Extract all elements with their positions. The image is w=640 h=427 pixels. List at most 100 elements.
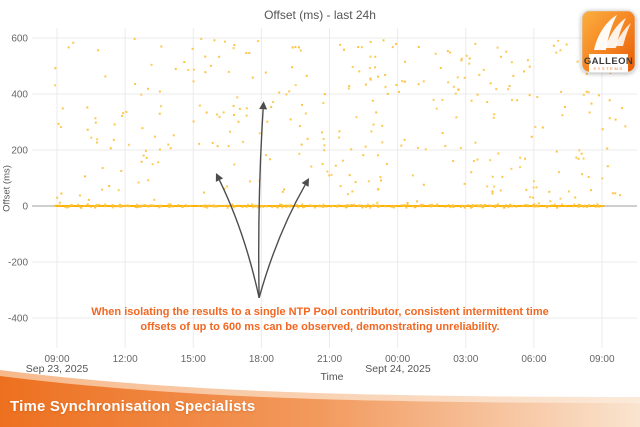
logo-sail-2 <box>605 18 626 48</box>
scatter-point <box>357 46 360 49</box>
zero-band-point <box>322 203 325 206</box>
scatter-point <box>236 96 239 99</box>
zero-band-point <box>278 203 281 206</box>
y-tick-label: 600 <box>11 34 28 45</box>
x-tick-label: 15:00 <box>181 354 206 365</box>
scatter-point <box>183 61 186 64</box>
scatter-point <box>153 198 156 201</box>
scatter-point <box>84 175 87 178</box>
scatter-point <box>326 170 329 173</box>
zero-band-point <box>537 205 540 208</box>
logo-sail-3 <box>615 23 631 46</box>
scatter-point <box>94 121 97 124</box>
scatter-point <box>614 192 617 195</box>
zero-band-point <box>596 204 599 207</box>
scatter-point <box>608 117 611 120</box>
zero-band-point <box>66 206 69 209</box>
scatter-point <box>444 144 447 147</box>
zero-band-point <box>330 205 333 208</box>
scatter-point <box>347 87 350 90</box>
scatter-point <box>305 74 308 77</box>
scatter-point <box>323 93 326 96</box>
scatter-point <box>474 42 477 45</box>
scatter-point <box>371 99 374 102</box>
scatter-point <box>376 201 379 204</box>
zero-band-point <box>251 203 254 206</box>
zero-band-point <box>140 204 143 207</box>
zero-band-point <box>111 206 114 209</box>
scatter-point <box>211 141 214 144</box>
y-tick-label: -200 <box>8 258 28 269</box>
scatter-point <box>400 144 403 147</box>
zero-band-point <box>360 204 363 207</box>
scatter-point <box>328 174 331 177</box>
scatter-point <box>401 80 404 83</box>
scatter-point <box>486 101 489 104</box>
scatter-point <box>580 152 583 155</box>
zero-band-point <box>223 204 226 207</box>
arrow-line <box>218 179 260 298</box>
zero-band-point <box>346 204 349 207</box>
zero-band-point <box>500 205 503 208</box>
zero-band-point <box>363 204 366 207</box>
zero-band-point <box>553 203 556 206</box>
scatter-point <box>87 198 90 201</box>
scatter-point <box>358 70 361 73</box>
zero-band-point <box>534 205 537 208</box>
scatter-point <box>351 190 354 193</box>
scatter-point <box>264 71 267 74</box>
scatter-point <box>322 102 325 105</box>
zero-band-point <box>67 205 70 208</box>
scatter-point <box>587 91 590 94</box>
zero-band-point <box>237 204 240 207</box>
zero-band-point <box>289 204 292 207</box>
scatter-point <box>590 102 593 105</box>
zero-band-point <box>255 205 258 208</box>
zero-band-point <box>207 204 210 207</box>
scatter-point <box>158 148 161 151</box>
scatter-point <box>101 188 104 191</box>
scatter-point <box>510 167 513 170</box>
zero-band-point <box>314 206 317 209</box>
scatter-point <box>222 111 225 114</box>
zero-band-point <box>189 204 192 207</box>
scatter-point <box>574 196 577 199</box>
zero-band-point <box>475 204 478 207</box>
scatter-point <box>323 144 326 147</box>
scatter-point <box>192 68 195 71</box>
scatter-point <box>323 149 326 152</box>
scatter-point <box>417 46 420 49</box>
zero-band-point <box>317 205 320 208</box>
scatter-point <box>339 185 342 188</box>
scatter-point <box>218 55 221 58</box>
scatter-point <box>441 132 444 135</box>
scatter-point <box>468 57 471 60</box>
zero-band-point <box>526 205 529 208</box>
scatter-point <box>417 83 420 86</box>
scatter-point <box>526 59 529 62</box>
scatter-point <box>101 167 104 170</box>
zero-band-point <box>158 206 161 209</box>
scatter-point <box>104 75 107 78</box>
scatter-point <box>228 130 231 133</box>
scatter-point <box>560 90 563 93</box>
scatter-point <box>216 145 219 148</box>
scatter-point <box>376 154 379 157</box>
zero-band-point <box>563 204 566 207</box>
scatter-point <box>624 125 627 128</box>
scatter-point <box>242 140 245 143</box>
scatter-point <box>122 112 125 115</box>
scatter-point <box>158 112 161 115</box>
zero-band-point <box>293 205 296 208</box>
zero-band-point <box>419 204 422 207</box>
zero-band-point <box>483 203 486 206</box>
scatter-point <box>112 138 115 141</box>
zero-band-point <box>348 204 351 207</box>
scatter-point <box>94 117 97 120</box>
scatter-point <box>96 141 99 144</box>
zero-band-point <box>262 205 265 208</box>
scatter-point <box>304 112 307 115</box>
scatter-point <box>213 39 216 42</box>
scatter-point <box>491 190 494 193</box>
zero-band-point <box>435 204 438 207</box>
